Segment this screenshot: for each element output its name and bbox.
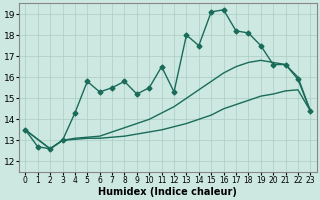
X-axis label: Humidex (Indice chaleur): Humidex (Indice chaleur) — [98, 187, 237, 197]
